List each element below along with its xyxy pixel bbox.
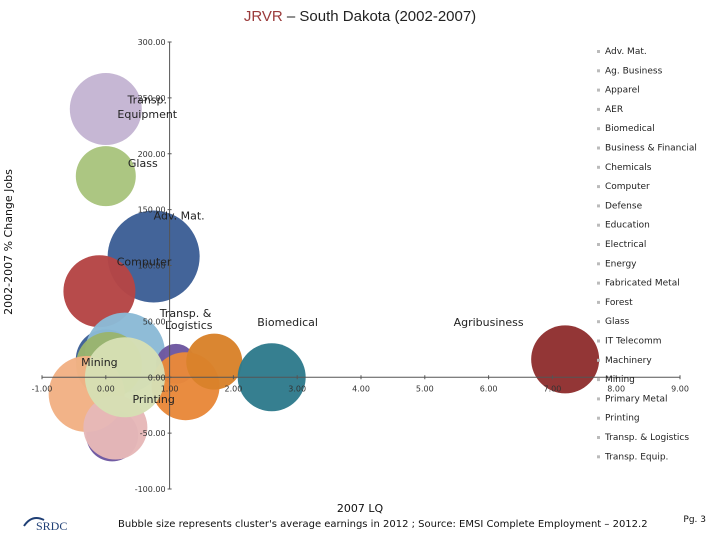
- legend-entry: Education: [605, 221, 650, 231]
- legend-entry: Forest: [605, 298, 633, 308]
- point-labels-layer: Transp. Equipment Glass Adv. Mat. Computer Tr…: [81, 93, 524, 405]
- y-tick-label: -50.00: [140, 429, 166, 438]
- point-label: Agribusiness: [454, 316, 524, 329]
- legend-marker: [597, 223, 600, 227]
- legend-marker: [597, 455, 600, 459]
- y-tick-label: -100.00: [135, 485, 166, 494]
- legend-entry: Apparel: [605, 86, 640, 96]
- point-label: Equipment: [117, 108, 177, 121]
- x-tick-label: 4.00: [352, 384, 370, 393]
- page-number: Pg. 3: [683, 515, 706, 525]
- point-label: Glass: [128, 157, 158, 170]
- y-tick-label: 200.00: [138, 150, 166, 159]
- legend-entry: Transp. & Logistics: [604, 433, 689, 443]
- legend-marker: [597, 243, 600, 246]
- legend-entry: Glass: [605, 317, 630, 327]
- x-tick-label: 6.00: [480, 384, 498, 393]
- legend-marker: [597, 416, 600, 420]
- legend-entry: Electrical: [605, 240, 646, 250]
- x-axis-title: 2007 LQ: [337, 502, 384, 515]
- x-tick-label: 8.00: [607, 384, 625, 393]
- legend-marker: [597, 262, 600, 266]
- logo-text: SRDC: [36, 519, 67, 533]
- legend-entry: Defense: [605, 201, 643, 211]
- x-tick-label: 3.00: [288, 384, 306, 393]
- bubbles-layer: [48, 73, 600, 462]
- legend-entry: AER: [605, 105, 623, 115]
- bubble-machinery: [531, 325, 600, 394]
- point-label: Printing: [132, 393, 174, 406]
- legend-entry: Business & Financial: [605, 144, 697, 154]
- point-label: Logistics: [165, 319, 213, 332]
- bubble-computer: [63, 255, 136, 328]
- legend-marker: [597, 281, 600, 285]
- point-label: Biomedical: [257, 316, 318, 329]
- legend-marker: [597, 127, 600, 131]
- x-tick-label: 5.00: [416, 384, 434, 393]
- point-label: Transp.: [126, 93, 167, 106]
- bubble-glass: [75, 146, 136, 207]
- y-tick-label: 100.00: [138, 262, 166, 271]
- legend-marker: [597, 320, 600, 324]
- legend-marker: [597, 146, 600, 150]
- legend-entry: Adv. Mat.: [605, 47, 647, 57]
- legend-entry: Energy: [605, 259, 637, 269]
- bubble-transp-equip-: [69, 73, 142, 146]
- legend-entry: Primary Metal: [605, 394, 668, 404]
- bubble-energy: [186, 333, 243, 390]
- footnote: Bubble size represents cluster's average…: [118, 519, 648, 530]
- srdc-logo: SRDC: [23, 517, 67, 533]
- chart-title: JRVR – South Dakota (2002-2007): [244, 8, 476, 25]
- legend-entry: Biomedical: [605, 124, 655, 134]
- x-tick-label: 1.00: [161, 384, 179, 393]
- legend: Adv. Mat. Ag. Business Apparel AER Biomedica…: [597, 47, 697, 462]
- legend-marker: [597, 107, 600, 111]
- legend-entry: Fabricated Metal: [605, 279, 680, 289]
- legend-marker: [597, 300, 600, 304]
- point-label: Mining: [81, 356, 118, 369]
- legend-entry: Computer: [605, 182, 650, 192]
- legend-marker: [597, 69, 600, 73]
- chart-title-rest: – South Dakota (2002-2007): [283, 8, 476, 25]
- legend-entry: Chemicals: [605, 163, 652, 173]
- axes-layer: -1.00 0.00 1.00 2.00 3.00 4.00 5.00 6.00 7.00 8.0…: [32, 38, 689, 494]
- y-tick-label: 0.00: [148, 373, 166, 382]
- legend-marker: [597, 397, 600, 401]
- x-tick-label: 7.00: [543, 384, 561, 393]
- y-tick-label: 150.00: [138, 206, 166, 215]
- y-tick-label: 50.00: [143, 317, 166, 326]
- legend-marker: [597, 88, 600, 92]
- legend-marker: [597, 378, 600, 382]
- y-axis-title: 2002-2007 % Change Jobs: [2, 169, 15, 315]
- legend-marker: [597, 339, 600, 343]
- legend-entry: Printing: [605, 414, 640, 424]
- y-tick-label: 250.00: [138, 94, 166, 103]
- legend-marker: [597, 185, 600, 189]
- point-label: Adv. Mat.: [154, 210, 205, 223]
- legend-entry: IT Telecomm: [605, 337, 662, 347]
- x-tick-label: 0.00: [97, 384, 115, 393]
- point-label: Computer: [117, 256, 172, 269]
- chart-title-prefix: JRVR: [244, 8, 283, 25]
- y-tick-label: 300.00: [138, 38, 166, 47]
- x-tick-label: 9.00: [671, 384, 689, 393]
- legend-entry: Machinery: [605, 356, 652, 366]
- legend-marker: [597, 204, 600, 208]
- point-label: Transp. &: [159, 307, 212, 320]
- legend-marker: [597, 358, 600, 362]
- legend-entry: Mining: [605, 375, 635, 385]
- legend-marker: [597, 436, 600, 439]
- x-tick-label: -1.00: [32, 384, 53, 393]
- legend-marker: [597, 50, 600, 53]
- x-tick-label: 2.00: [224, 384, 242, 393]
- legend-marker: [597, 165, 600, 169]
- legend-entry: Ag. Business: [605, 66, 663, 76]
- legend-entry: Transp. Equip.: [604, 452, 668, 462]
